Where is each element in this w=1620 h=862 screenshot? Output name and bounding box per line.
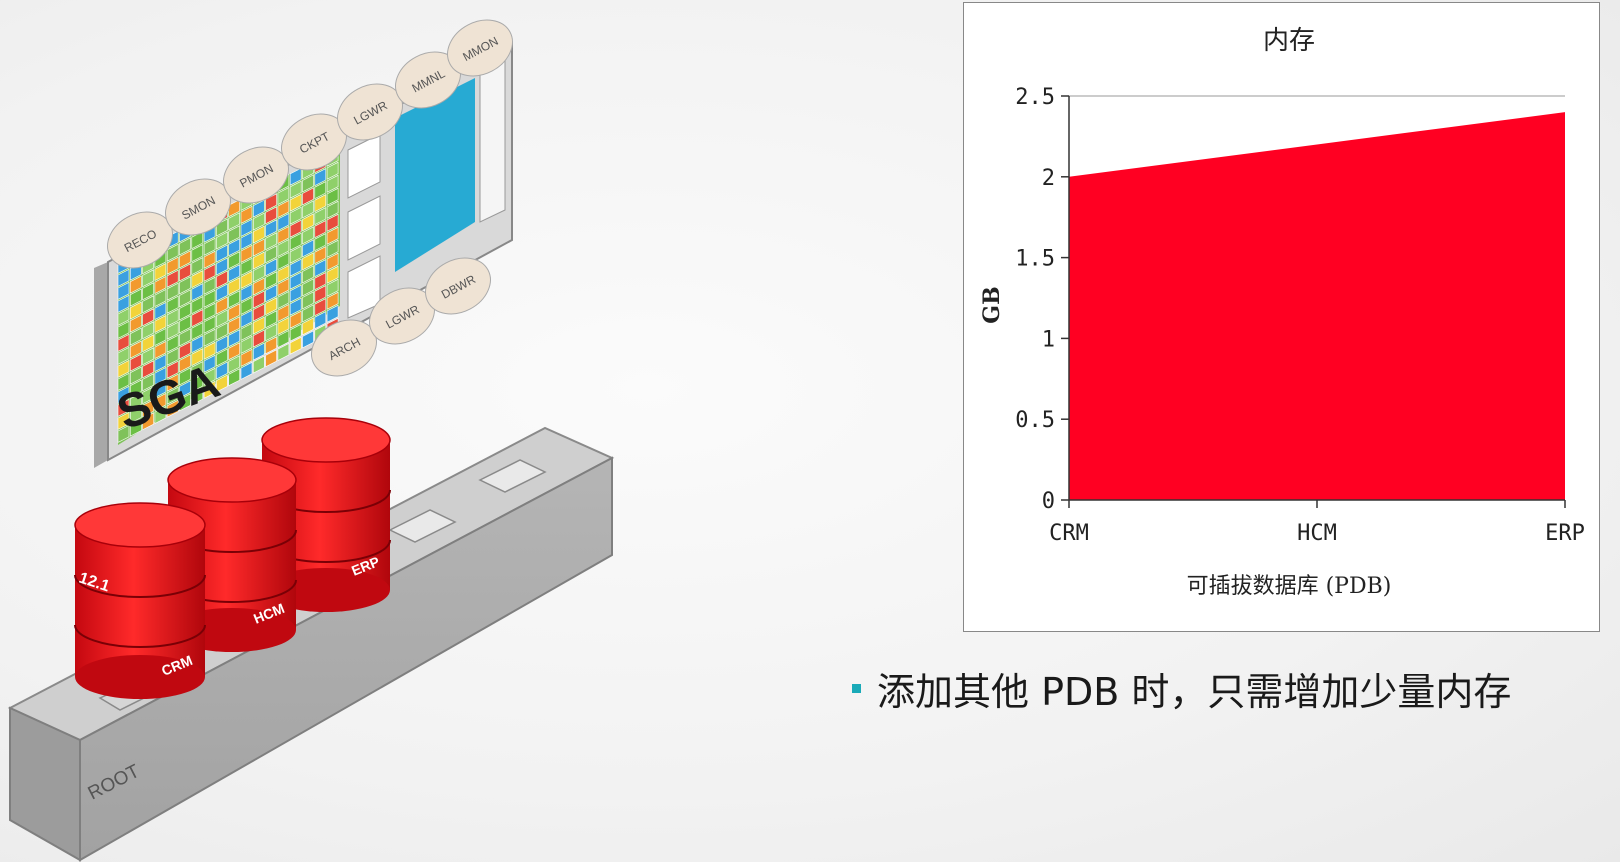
bullet-marker [852,683,861,693]
sga-panel: SGA [94,42,513,468]
process-oval: DBWR [425,257,491,315]
chart-title: 内存 [1263,26,1315,56]
x-tick-label: ERP [1545,521,1585,546]
plot-area: 0 0.5 1 1.5 2 2.5 CRM HCM ERP [1015,85,1585,546]
process-oval: LGWR [337,83,403,141]
y-tick-label: 1 [1042,327,1055,352]
pdb-cylinder-crm: 12.1 CRM [74,502,206,699]
cdb-illustration: ROOT SGA RECO SMON PMON CKPT LGWR MMNL M… [7,19,615,862]
x-tick-label: CRM [1049,521,1089,546]
process-oval: CKPT [281,113,347,171]
process-oval: LGWR [369,287,435,345]
bullet-point: 添加其他 PDB 时，只需增加少量内存 [852,663,1512,714]
area-series [1069,112,1565,500]
x-axis-label: 可插拔数据库 (PDB) [1187,574,1392,599]
y-tick-label: 0 [1042,489,1055,514]
y-axis-label: GB [979,286,1005,323]
y-tick-label: 2.5 [1015,85,1055,110]
x-tick-label: HCM [1297,521,1337,546]
y-tick-label: 2 [1042,166,1055,191]
y-tick-label: 1.5 [1015,247,1055,272]
pdb-cylinder-erp: ERP [261,417,391,612]
bullet-text: 添加其他 PDB 时，只需增加少量内存 [877,669,1512,714]
bottom-process-ovals: ARCH LGWR DBWR [311,257,491,377]
memory-area-chart: 内存 0 0.5 1 1.5 2 2.5 CRM HCM ERP GB 可插拔数据库 (PDB) [979,26,1585,599]
process-oval: RECO [107,211,173,269]
memory-chart-panel: 内存 0 0.5 1 1.5 2 2.5 CRM HCM ERP GB 可插拔数据库 (PDB) [963,2,1600,632]
top-process-ovals: RECO SMON PMON CKPT LGWR MMNL MMON [107,19,513,269]
process-oval: MMNL [395,51,461,109]
process-oval: MMON [447,19,513,77]
pdb-cylinder-hcm: HCM [167,457,297,652]
y-tick-label: 0.5 [1015,408,1055,433]
